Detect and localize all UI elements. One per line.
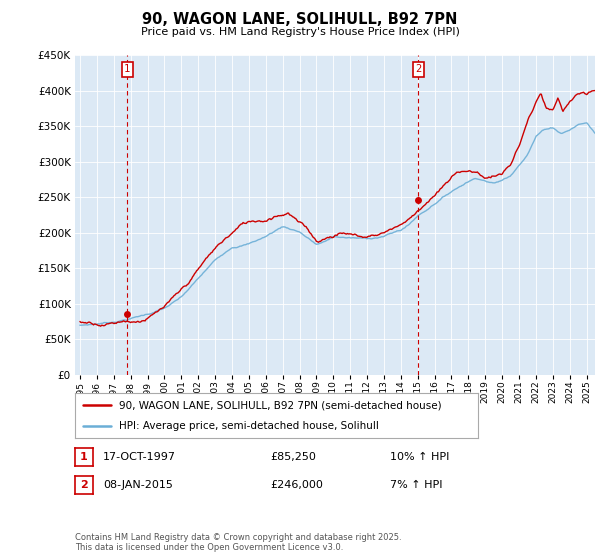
- Text: 2: 2: [415, 64, 421, 74]
- Text: 90, WAGON LANE, SOLIHULL, B92 7PN: 90, WAGON LANE, SOLIHULL, B92 7PN: [142, 12, 458, 27]
- Text: 1: 1: [124, 64, 130, 74]
- Text: Price paid vs. HM Land Registry's House Price Index (HPI): Price paid vs. HM Land Registry's House …: [140, 27, 460, 37]
- Text: HPI: Average price, semi-detached house, Solihull: HPI: Average price, semi-detached house,…: [119, 421, 379, 431]
- Text: 17-OCT-1997: 17-OCT-1997: [103, 452, 176, 462]
- Text: 08-JAN-2015: 08-JAN-2015: [103, 480, 173, 490]
- Text: 1: 1: [80, 452, 88, 462]
- Text: 90, WAGON LANE, SOLIHULL, B92 7PN (semi-detached house): 90, WAGON LANE, SOLIHULL, B92 7PN (semi-…: [119, 400, 442, 410]
- Text: £85,250: £85,250: [270, 452, 316, 462]
- Text: 10% ↑ HPI: 10% ↑ HPI: [390, 452, 449, 462]
- Text: 7% ↑ HPI: 7% ↑ HPI: [390, 480, 443, 490]
- Text: £246,000: £246,000: [270, 480, 323, 490]
- Text: 2: 2: [80, 480, 88, 490]
- Text: Contains HM Land Registry data © Crown copyright and database right 2025.
This d: Contains HM Land Registry data © Crown c…: [75, 533, 401, 552]
